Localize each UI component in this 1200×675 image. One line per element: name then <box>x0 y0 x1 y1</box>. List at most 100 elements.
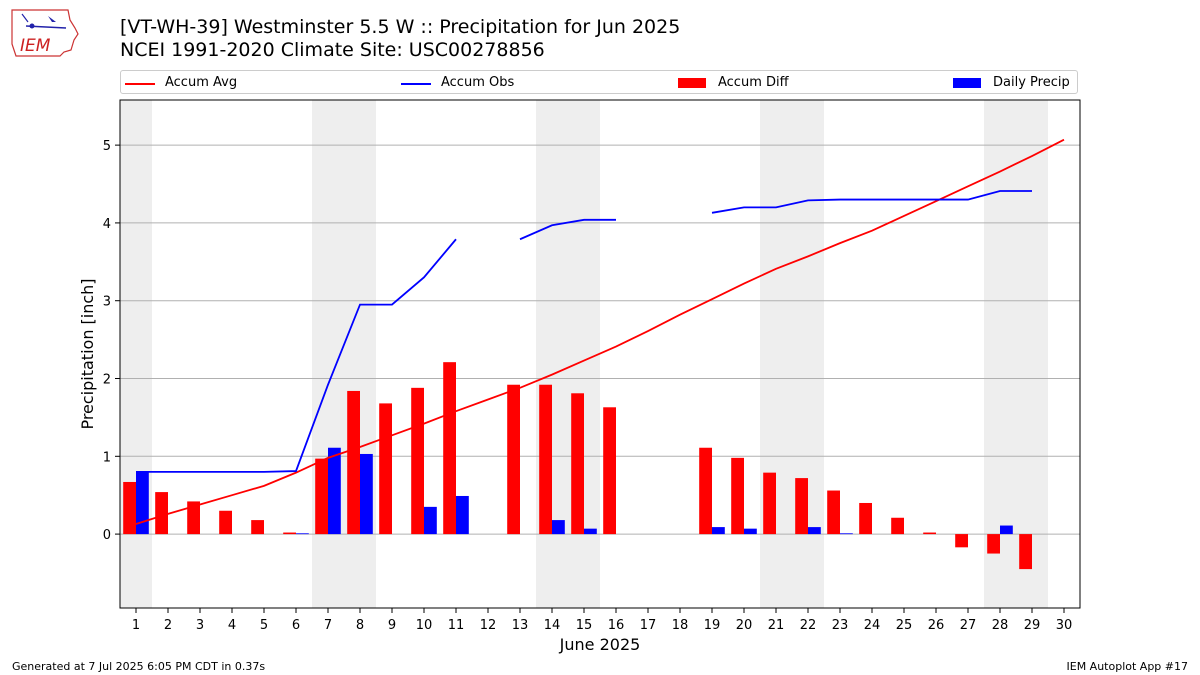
legend: Accum Avg Accum Obs Accum Diff Daily Pre… <box>120 70 1078 94</box>
y-tick-label: 0 <box>103 528 111 543</box>
x-tick-label: 29 <box>1024 618 1041 633</box>
y-tick-label: 3 <box>103 295 111 310</box>
line-accum-obs <box>519 218 616 241</box>
x-tick-label: 22 <box>800 618 817 633</box>
bar-accum-diff <box>795 478 808 535</box>
iem-iowa-logo-icon: IEM <box>11 9 79 57</box>
x-tick-label: 2 <box>164 618 172 633</box>
bar-accum-diff <box>507 384 520 535</box>
bar-accum-diff <box>571 393 584 535</box>
footer-app: IEM Autoplot App #17 <box>1066 660 1189 673</box>
bar-accum-diff <box>827 490 840 535</box>
bar-accum-diff <box>155 492 168 535</box>
x-tick-label: 28 <box>992 618 1009 633</box>
x-tick-label: 10 <box>416 618 433 633</box>
x-tick-label: 14 <box>544 618 561 633</box>
x-tick-label: 24 <box>864 618 881 633</box>
bar-daily-precip <box>744 528 757 535</box>
bar-daily-precip <box>552 520 565 535</box>
bar-accum-diff <box>699 447 712 535</box>
bar-accum-diff <box>187 501 200 535</box>
bar-accum-diff <box>731 457 744 535</box>
bar-accum-diff <box>283 532 296 535</box>
bar-daily-precip <box>424 506 437 535</box>
y-axis-label: Precipitation [inch] <box>78 278 97 429</box>
legend-swatch <box>125 83 155 85</box>
weekend-shade <box>984 100 1048 608</box>
bar-daily-precip <box>456 495 469 535</box>
bar-accum-diff <box>411 387 424 535</box>
y-tick-label: 4 <box>103 217 111 232</box>
x-tick-label: 6 <box>292 618 300 633</box>
x-tick-label: 18 <box>672 618 689 633</box>
x-tick-label: 13 <box>512 618 529 633</box>
x-tick-label: 7 <box>324 618 332 633</box>
bar-accum-diff <box>891 517 904 535</box>
x-tick-label: 25 <box>896 618 913 633</box>
bar-accum-diff <box>1019 534 1032 570</box>
legend-label: Daily Precip <box>993 75 1070 90</box>
bar-daily-precip <box>808 527 821 535</box>
y-tick-label: 5 <box>103 139 111 154</box>
x-tick-label: 26 <box>928 618 945 633</box>
legend-swatch <box>953 78 981 88</box>
footer-generated: Generated at 7 Jul 2025 6:05 PM CDT in 0… <box>12 660 266 673</box>
bar-accum-diff <box>347 390 360 535</box>
chart-title: [VT-WH-39] Westminster 5.5 W :: Precipit… <box>120 16 680 62</box>
x-tick-label: 23 <box>832 618 849 633</box>
bar-accum-diff <box>315 458 328 535</box>
title-line-2: NCEI 1991-2020 Climate Site: USC00278856 <box>120 39 545 61</box>
x-tick-label: 11 <box>448 618 465 633</box>
bar-accum-diff <box>539 384 552 535</box>
x-tick-label: 5 <box>260 618 268 633</box>
plot-frame <box>119 99 1081 609</box>
x-tick-label: 20 <box>736 618 753 633</box>
x-tick-label: 19 <box>704 618 721 633</box>
bar-accum-diff <box>443 362 456 535</box>
legend-label: Accum Avg <box>165 75 238 90</box>
bar-accum-diff <box>987 534 1000 554</box>
legend-label: Accum Diff <box>718 75 789 90</box>
bar-accum-diff <box>859 502 872 535</box>
y-tick-label: 1 <box>103 450 111 465</box>
bar-accum-diff <box>763 472 776 535</box>
legend-swatch <box>678 78 706 88</box>
line-accum-obs <box>136 238 457 473</box>
bar-daily-precip <box>328 447 341 535</box>
legend-label: Accum Obs <box>441 75 515 90</box>
x-tick-label: 4 <box>228 618 236 633</box>
logo-text: IEM <box>20 36 51 56</box>
line-accum-avg <box>135 138 1065 525</box>
bar-accum-diff <box>123 481 136 535</box>
bar-daily-precip <box>1000 525 1013 535</box>
x-tick-label: 1 <box>132 618 140 633</box>
bar-daily-precip <box>840 533 853 535</box>
x-tick-label: 27 <box>960 618 977 633</box>
bar-daily-precip <box>584 528 597 535</box>
bar-daily-precip <box>136 471 149 535</box>
bar-accum-diff <box>603 407 616 535</box>
line-accum-obs <box>711 190 1032 214</box>
bar-accum-diff <box>251 520 264 535</box>
bar-accum-diff <box>379 403 392 535</box>
legend-swatch <box>401 83 431 85</box>
bar-daily-precip <box>296 533 309 535</box>
y-tick-label: 2 <box>103 373 111 388</box>
bar-daily-precip <box>360 453 373 535</box>
x-tick-label: 15 <box>576 618 593 633</box>
bar-daily-precip <box>712 527 725 535</box>
iem-logo: IEM <box>8 6 82 62</box>
x-tick-label: 3 <box>196 618 204 633</box>
x-tick-label: 16 <box>608 618 625 633</box>
bar-accum-diff <box>923 532 936 535</box>
x-tick-label: 30 <box>1056 618 1073 633</box>
bar-accum-diff <box>219 510 232 535</box>
x-axis-label: June 2025 <box>559 635 641 654</box>
title-line-1: [VT-WH-39] Westminster 5.5 W :: Precipit… <box>120 16 681 38</box>
x-tick-label: 17 <box>640 618 657 633</box>
x-tick-label: 9 <box>388 618 396 633</box>
x-tick-label: 8 <box>356 618 364 633</box>
x-tick-label: 12 <box>480 618 497 633</box>
x-tick-label: 21 <box>768 618 785 633</box>
